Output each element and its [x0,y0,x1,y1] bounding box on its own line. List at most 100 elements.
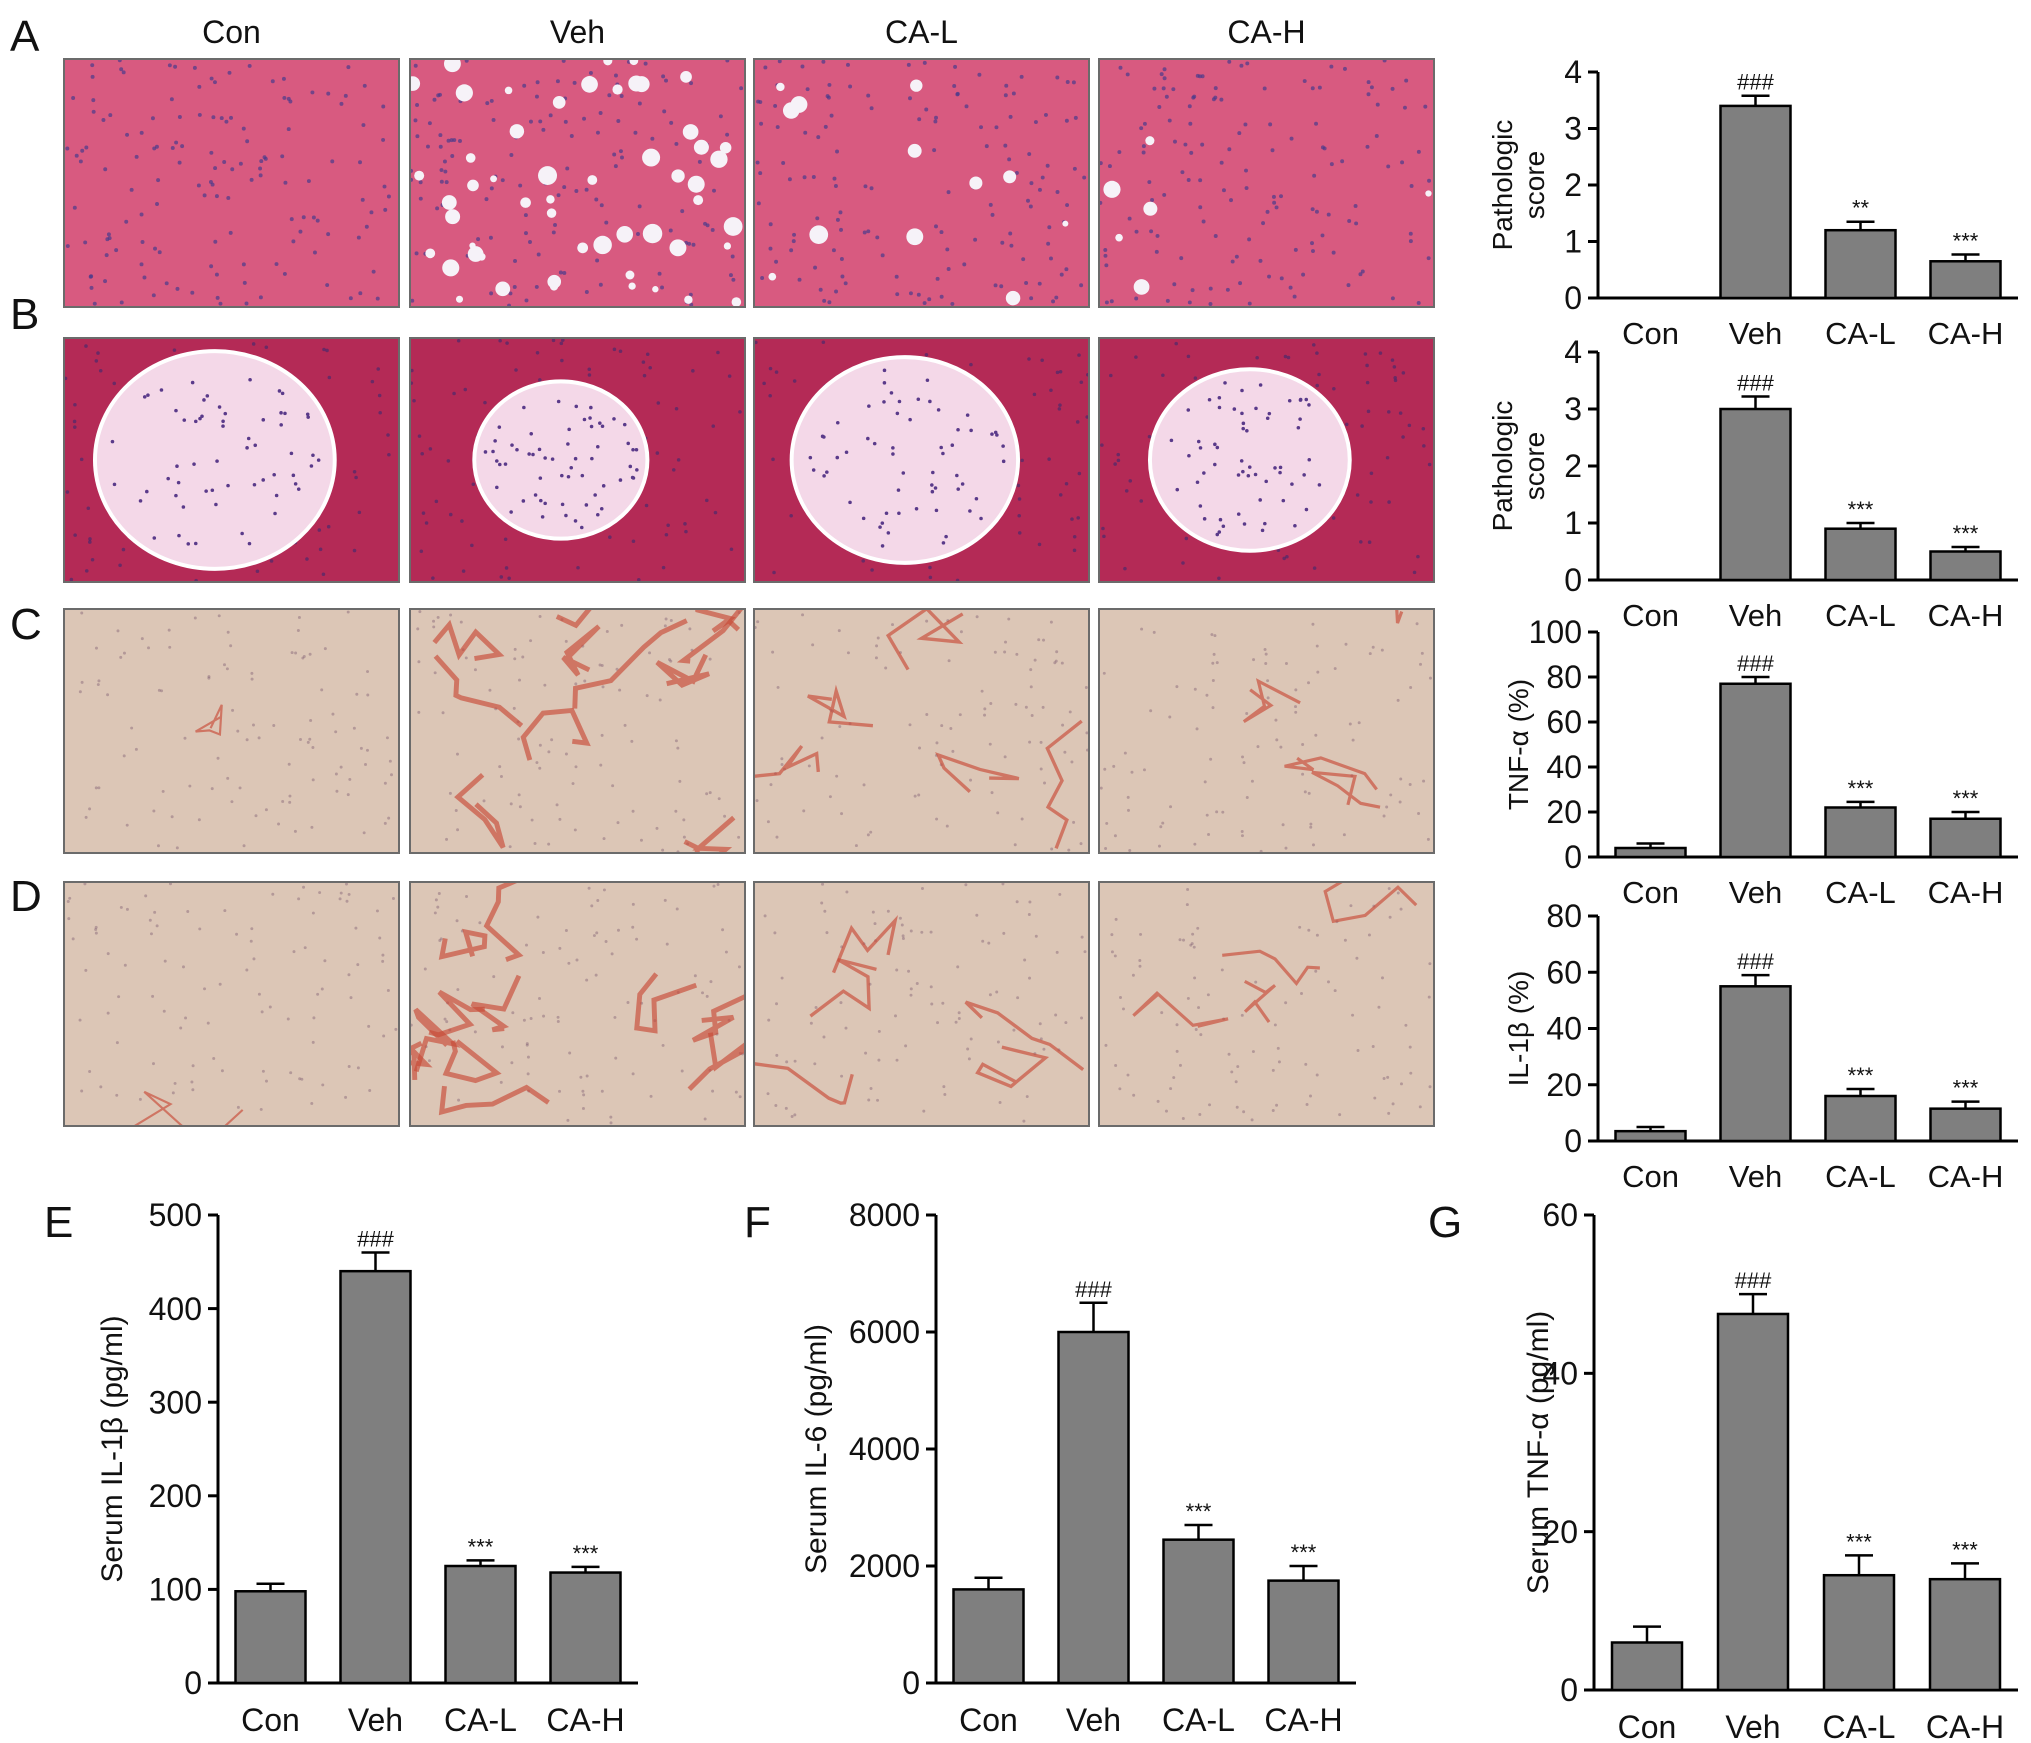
panel-label-f: F [744,1198,771,1247]
chart-f-bar-ca-l [1162,1538,1235,1685]
chart-f-y-tick-label: 4000 [849,1431,920,1467]
micrograph-ihc-il1b-ca-l [753,881,1090,1127]
micrograph-ihc-il1b-ca-h [1098,881,1435,1127]
micrograph-he-pancreas-con [63,337,400,583]
chart-a-y-tick-label: 3 [1564,111,1582,147]
chart-a-y-tick-label: 2 [1564,167,1582,203]
chart-f-y-tick-label: 0 [902,1665,920,1701]
panel-label-d: D [10,872,42,921]
column-header-con: Con [202,14,261,50]
chart-g-category-label: CA-H [1926,1709,2004,1743]
chart-c-significance-label: *** [1953,786,1979,811]
chart-c-category-label: Con [1622,875,1679,910]
chart-g-category-label: Con [1618,1709,1677,1743]
chart-a-bar-ca-l [1824,228,1897,300]
chart-c-y-tick-label: 40 [1546,749,1582,785]
chart-b-y-tick-label: 1 [1564,505,1582,541]
chart-e-category-label: Veh [348,1702,403,1738]
chart-b-category-label: Veh [1729,598,1782,633]
micrograph-he-liver-veh [409,58,746,308]
chart-a-significance-label: ### [1737,70,1774,95]
chart-f-y-tick-label: 8000 [849,1197,920,1233]
chart-d-bar-veh [1719,985,1792,1143]
micrograph-he-liver-ca-l [753,58,1090,308]
chart-e-significance-label: *** [468,1534,494,1559]
chart-g-significance-label: ### [1735,1268,1772,1293]
chart-e-y-tick-label: 100 [149,1572,202,1608]
micrograph-ihc-tnf-ca-h [1098,608,1435,854]
chart-g-y-tick-label: 40 [1542,1356,1578,1392]
chart-f-category-label: CA-L [1162,1702,1235,1738]
chart-g-y-tick-label: 0 [1560,1672,1578,1708]
chart-b-bar-ca-l [1824,527,1897,582]
chart-a-bar-ca-h [1929,260,2002,300]
chart-e-y-tick-label: 200 [149,1478,202,1514]
chart-d-y-tick-label: 20 [1546,1067,1582,1103]
chart-d-y-tick-label: 0 [1564,1123,1582,1159]
micrograph-ihc-tnf-veh [409,608,746,854]
chart-g-significance-label: *** [1846,1529,1872,1554]
chart-b-significance-label: *** [1848,497,1874,522]
chart-c-category-label: CA-L [1825,875,1896,910]
chart-d-y-tick-label: 60 [1546,954,1582,990]
column-header-ca-h: CA-H [1227,14,1306,50]
chart-b-significance-label: *** [1953,521,1979,546]
chart-a-category-label: Veh [1729,316,1782,351]
panel-label-g: G [1428,1198,1463,1247]
chart-a-y-tick-label: 4 [1564,54,1582,90]
chart-d-significance-label: *** [1953,1076,1979,1101]
chart-g-bar-veh [1716,1312,1790,1692]
panel-label-a: A [10,12,40,61]
chart-c-y-tick-label: 0 [1564,839,1582,875]
chart-e-y-tick-label: 300 [149,1384,202,1420]
micrograph-he-pancreas-ca-l [753,337,1090,583]
chart-e-bar-ca-h [549,1571,622,1685]
micrograph-ihc-il1b-con [63,881,400,1127]
chart-g-y-tick-label: 20 [1542,1514,1578,1550]
chart-e-y-axis-label: Serum IL-1β (pg/ml) [96,1315,129,1582]
chart-a-bar-veh [1719,104,1792,300]
chart-e-category-label: CA-H [546,1702,624,1738]
chart-b-category-label: Con [1622,598,1679,633]
chart-c-y-tick-label: 60 [1546,704,1582,740]
chart-d-y-tick-label: 40 [1546,1011,1582,1047]
chart-c-bar-veh [1719,682,1792,859]
chart-b-significance-label: ### [1737,370,1774,395]
chart-b-category-label: CA-H [1928,598,2004,633]
chart-d-bar-con [1614,1129,1687,1143]
chart-c-y-axis-label: TNF-α (%) [1503,679,1534,810]
chart-c-category-label: Veh [1729,875,1782,910]
chart-f-category-label: CA-H [1264,1702,1342,1738]
chart-e-bar-con [234,1590,307,1685]
chart-e-y-tick-label: 400 [149,1291,202,1327]
chart-d-bar-ca-h [1929,1107,2002,1143]
micrograph-he-liver-con [63,58,400,308]
chart-e-y-tick-label: 500 [149,1197,202,1233]
chart-d-category-label: Con [1622,1159,1679,1194]
chart-b-category-label: CA-L [1825,598,1896,633]
chart-d-y-tick-label: 80 [1546,898,1582,934]
chart-d-category-label: CA-H [1928,1159,2004,1194]
chart-b-y-tick-label: 0 [1564,562,1582,598]
chart-f-y-axis-label: Serum IL-6 (pg/ml) [800,1324,833,1574]
chart-c-bar-con [1614,846,1687,859]
chart-f-category-label: Con [959,1702,1018,1738]
chart-c-y-tick-label: 20 [1546,794,1582,830]
chart-e-bar-ca-l [444,1564,517,1685]
panel-label-e: E [44,1198,74,1247]
chart-f-category-label: Veh [1066,1702,1121,1738]
chart-d-category-label: CA-L [1825,1159,1896,1194]
chart-d-bar-ca-l [1824,1094,1897,1143]
chart-g-significance-label: *** [1952,1537,1978,1562]
chart-e-category-label: Con [241,1702,300,1738]
chart-f-bar-veh [1057,1330,1130,1685]
chart-d-significance-label: *** [1848,1063,1874,1088]
column-header-ca-l: CA-L [885,14,958,50]
chart-f-y-tick-label: 2000 [849,1548,920,1584]
chart-a-y-axis-label: Pathologic [1487,120,1518,251]
micrograph-ihc-tnf-con [63,608,400,854]
chart-e-bar-veh [339,1269,412,1685]
chart-f-significance-label: *** [1186,1499,1212,1524]
chart-b-bar-veh [1719,407,1792,582]
chart-g-category-label: Veh [1725,1709,1780,1743]
